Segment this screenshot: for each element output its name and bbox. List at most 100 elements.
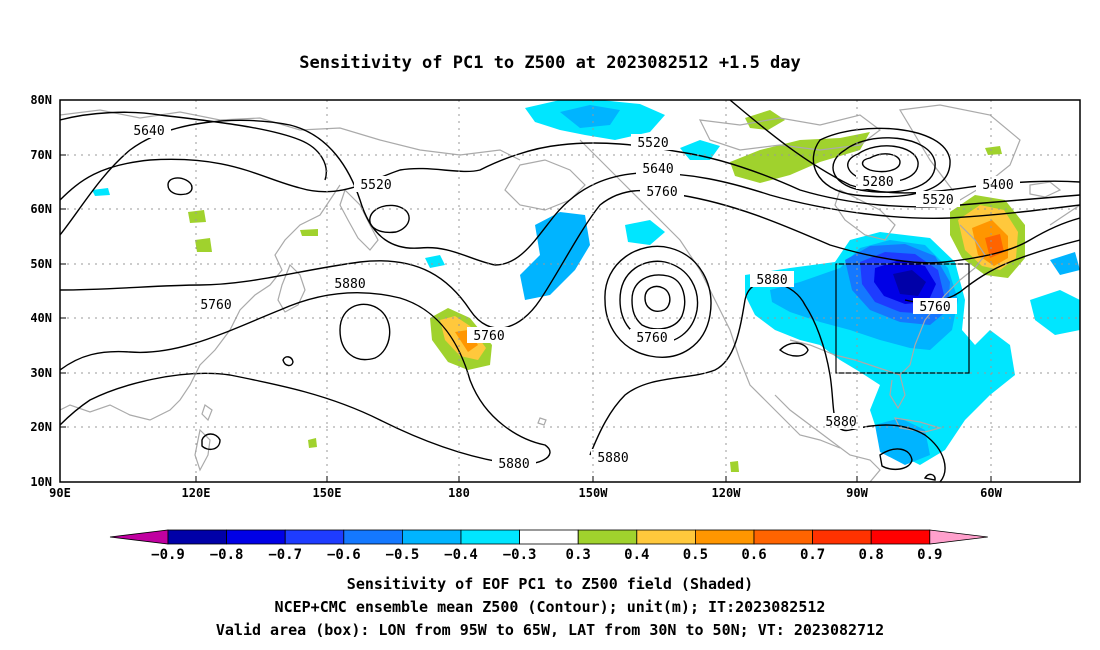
colorbar-label: −0.9 [151,547,185,563]
z500-contours [60,100,1080,482]
svg-text:5760: 5760 [473,329,504,344]
contour-label: 5520 [631,134,675,151]
caption-contour: NCEP+CMC ensemble mean Z500 (Contour); u… [275,598,826,616]
coast-mexico [774,394,881,482]
svg-text:5520: 5520 [360,178,391,193]
contour-label: 5640 [127,122,171,139]
colorbar-swatch [636,529,696,545]
coast-europe [1049,204,1080,226]
colorbar-label: 0.5 [683,547,708,563]
shade-negative-pacific-1 [520,212,590,300]
colorbar-swatch [519,529,579,545]
lat-labels: 80N 70N 60N 50N 40N 30N 20N 10N [30,93,52,489]
shade-positive-greenland-3 [985,146,1002,155]
shade-positive-siberia-1 [188,210,206,223]
colorbar-swatch [460,529,520,545]
captions: Sensitivity of EOF PC1 to Z500 field (Sh… [216,575,884,639]
shade-positive-siberia-2 [195,238,212,252]
colorbar-arrow-right [929,529,988,545]
coast-hawaii [537,417,547,426]
contour-5280-ring-2 [847,145,919,183]
svg-text:5760: 5760 [919,300,950,315]
coast-na-west [579,139,841,449]
lon-labels: 90E 120E 150E 180 150W 120W 90W 60W [49,486,1002,500]
caption-shaded: Sensitivity of EOF PC1 to Z500 field (Sh… [347,575,753,593]
map-panel: 5640 5520 5760 5880 5760 5520 5640 5760 … [30,93,1081,500]
contour-label: 5760 [630,329,674,346]
contour-5880-ring-e [778,342,809,357]
coast-taiwan [201,404,213,422]
contour-label: 5400 [976,176,1020,193]
contour-5760 [60,189,1080,329]
coast-na-gulf [789,339,916,376]
contour-labels: 5640 5520 5760 5880 5760 5520 5640 5760 … [127,122,1020,472]
coast-japan [277,263,306,313]
colorbar-label: −0.6 [327,547,361,563]
svg-text:5640: 5640 [642,162,673,177]
contour-label: 5280 [856,173,900,190]
coast-asia-east [60,184,341,421]
colorbar-swatch [812,529,872,545]
svg-text:5760: 5760 [636,331,667,346]
colorbar-label: 0.3 [566,547,591,563]
shade-positive-wpac [308,438,317,448]
lon-label: 120E [182,486,211,500]
contour-5880-small [879,448,913,471]
lat-label: 40N [30,311,52,325]
svg-text:5880: 5880 [825,415,856,430]
shade-negative-atlantic [1030,290,1080,335]
figure-title: Sensitivity of PC1 to Z500 at 2023082512… [299,53,801,73]
lat-label: 50N [30,257,52,271]
contour-5280 [812,127,951,198]
colorbar-swatch [284,529,345,545]
contour-label: 5880 [750,271,794,288]
contour-label: 5880 [591,449,635,466]
lat-lon-grid [60,100,1080,482]
contour-ring-pac-w [167,177,193,196]
contour-5760-ring-2 [604,245,712,358]
shade-negative-caribbean [875,418,930,465]
svg-text:5520: 5520 [922,193,953,208]
colorbar-label: 0.4 [624,547,649,563]
svg-text:5520: 5520 [637,136,668,151]
shade-negative-pacific-2 [625,220,665,245]
lat-label: 80N [30,93,52,107]
colorbar-label: −0.4 [444,547,478,563]
contour-ring-pac-e [369,204,410,234]
contour-5760-ring-3 [644,285,671,312]
coast-canada-arctic [698,114,881,151]
shade-positive-greenland-2 [745,110,785,130]
lat-label: 20N [30,420,52,434]
contour-5400 [729,100,1080,194]
svg-text:5760: 5760 [200,298,231,313]
contour-5280-ring-3 [832,137,936,193]
lat-label: 30N [30,366,52,380]
contour-label: 5760 [640,183,684,200]
colorbar-labels: −0.9 −0.8 −0.7 −0.6 −0.5 −0.4 −0.3 0.3 0.4 0.5 0.6… [151,547,942,563]
svg-text:5280: 5280 [862,175,893,190]
colorbar-label: 0.7 [800,547,825,563]
coast-florida [889,374,906,410]
lat-label: 70N [30,148,52,162]
colorbar-swatch [343,529,403,545]
shade-negative-arctic-2 [560,105,620,128]
contour-label: 5760 [913,298,957,315]
contour-5280-ring-1 [861,153,901,173]
colorbar-swatch [167,529,227,545]
lon-label: 60W [980,486,1002,500]
caption-valid-area: Valid area (box): LON from 95W to 65W, L… [216,621,884,639]
colorbar-swatch [870,529,931,545]
lon-label: 90W [846,486,868,500]
lon-label: 150W [579,486,609,500]
contour-label: 5520 [354,176,398,193]
coast-iceland [1029,181,1062,198]
colorbar-swatch [401,529,462,545]
valid-area-box [835,263,970,374]
contour-ring-sw [201,433,221,451]
lon-label: 90E [49,486,71,500]
colorbar-swatch [577,529,638,545]
svg-text:5640: 5640 [133,124,164,139]
colorbar-label: −0.3 [503,547,537,563]
lon-label: 180 [448,486,470,500]
